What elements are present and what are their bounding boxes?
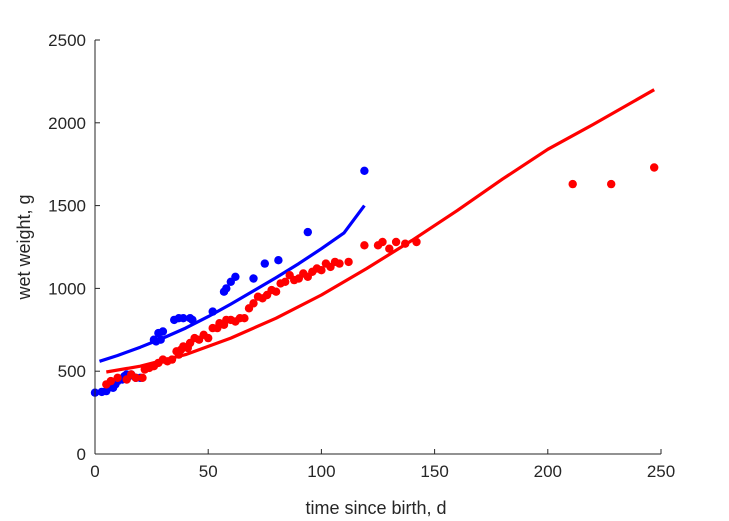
red-data-point [335, 259, 344, 268]
red-data-point [385, 244, 394, 253]
red-data-point [412, 237, 421, 247]
blue-data-point [179, 314, 188, 323]
x-tick-label: 250 [647, 462, 675, 481]
x-tick-label: 0 [90, 462, 99, 481]
x-axis-title: time since birth, d [305, 498, 446, 518]
x-tick-label: 50 [199, 462, 218, 481]
red-data-point [344, 257, 353, 267]
blue-data-point [156, 335, 165, 344]
blue-data-point [231, 272, 240, 281]
red-data-point [650, 163, 659, 172]
red-data-point [360, 241, 369, 250]
red-data-point [113, 373, 122, 382]
red-data-point [607, 179, 616, 189]
red-data-point [204, 333, 213, 343]
red-data-point [281, 277, 290, 286]
y-axis-title: wet weight, g [14, 194, 34, 300]
red-data-point [106, 376, 116, 386]
blue-data-point [303, 227, 312, 237]
y-tick-label: 1500 [48, 197, 86, 216]
y-tick-label: 500 [58, 362, 86, 381]
blue-data-point [222, 284, 231, 293]
blue-data-point [158, 327, 168, 336]
blue-data-point [260, 259, 269, 268]
red-fit-line [106, 88, 655, 374]
x-tick-label: 150 [420, 462, 448, 481]
red-data-point [138, 373, 147, 382]
red-data-point [317, 266, 326, 275]
x-tick-label: 200 [534, 462, 562, 481]
y-tick-label: 1000 [48, 279, 86, 298]
blue-fit-line [99, 204, 366, 363]
red-data-point [249, 299, 258, 308]
red-data-point [401, 239, 410, 248]
red-data-point [378, 237, 387, 247]
blue-data-point [360, 166, 369, 175]
red-data-point [240, 314, 249, 323]
blue-data-point [274, 256, 283, 265]
y-tick-label: 2000 [48, 114, 86, 133]
red-data-point [131, 373, 140, 382]
red-data-point [271, 287, 281, 296]
blue-data-point [188, 315, 197, 325]
red-data-point [167, 355, 177, 364]
red-data-point [568, 179, 577, 189]
blue-data-point [208, 307, 217, 316]
plot-area [90, 88, 659, 397]
y-tick-label: 0 [77, 445, 86, 464]
y-tick-label: 2500 [48, 31, 86, 50]
blue-data-point [249, 274, 258, 283]
x-tick-label: 100 [307, 462, 335, 481]
red-data-point [391, 237, 401, 247]
